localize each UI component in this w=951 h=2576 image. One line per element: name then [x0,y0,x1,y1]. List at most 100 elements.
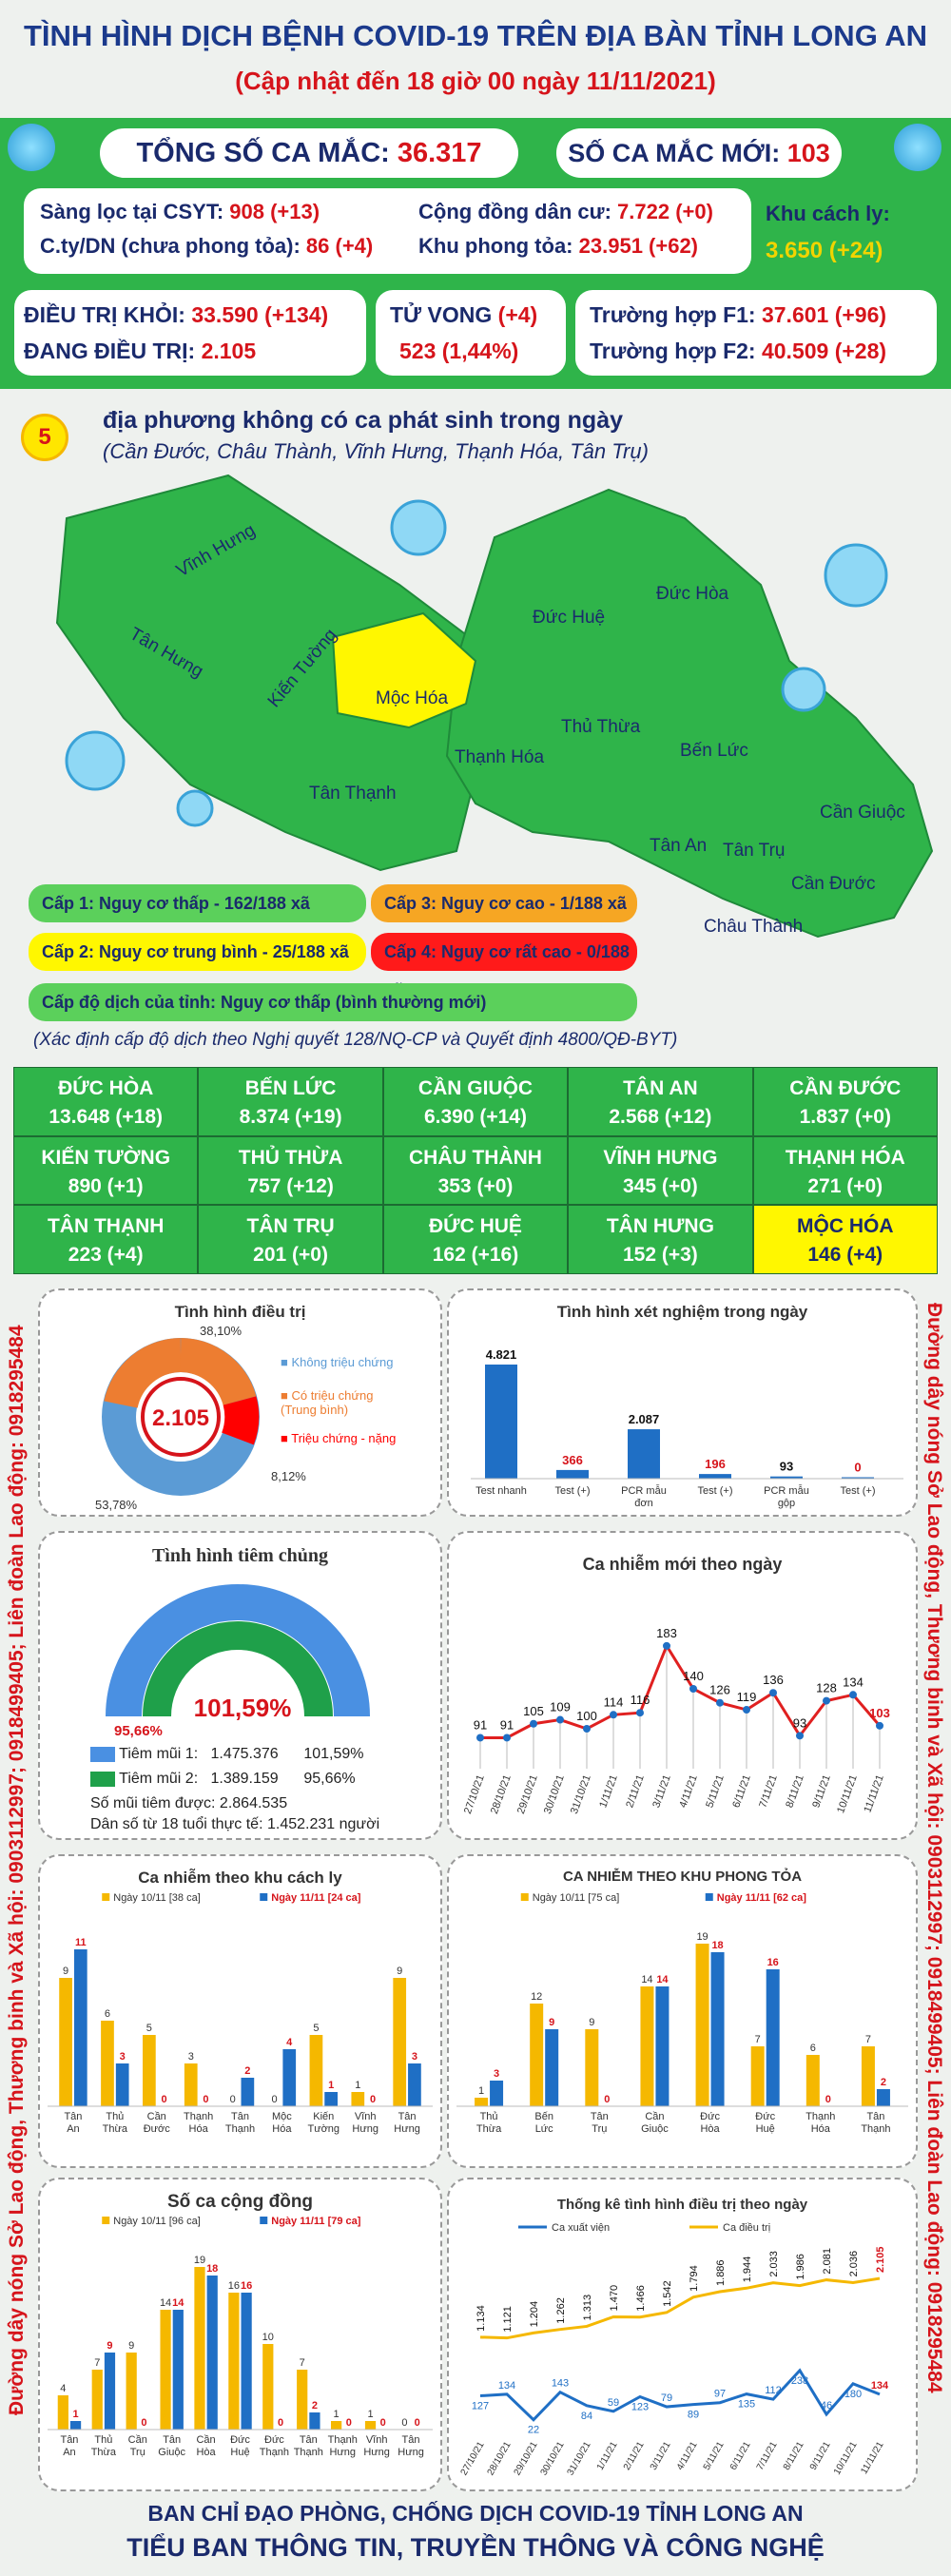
f1-value: 37.601 (+96) [761,302,887,327]
point-label: 126 [709,1683,730,1697]
bar-value: 1 [355,2080,360,2091]
discharged-value: 180 [844,2389,862,2400]
population-label: Dân số từ 18 tuổi thực tế: [90,1816,263,1832]
category-label: Hóa [272,2123,292,2135]
category-label: Tân [866,2111,884,2122]
x-tick-label: 10/11/21 [832,2440,860,2477]
bar-value: 16 [241,2280,252,2292]
donut-slice-mild2 [179,1338,257,1406]
legend-label: Ca xuất viện [552,2222,610,2234]
bar-value: 7 [94,2357,100,2369]
x-tick-label: 11/11/21 [862,1773,885,1814]
category-label: Cần [196,2434,215,2446]
test-bar [699,1474,731,1479]
x-tick-label: 5/11/21 [702,2440,727,2472]
dose1-value: 1.475.376 [210,1746,279,1762]
bar-value: 0 [370,2094,376,2105]
data-point [689,1685,697,1693]
district-name: TÂN AN [623,1077,698,1099]
virus-icon [8,124,55,171]
lockdown-label: Khu phong tỏa: [418,234,573,258]
localities-list: (Cần Đước, Châu Thành, Vĩnh Hưng, Thạnh … [103,439,649,463]
bar-value: 3 [188,2051,194,2063]
category-label: Đức [755,2111,775,2122]
recovered-box [14,290,366,376]
treating-value: 1.204 [529,2301,540,2328]
map-label: Thạnh Hóa [455,747,544,767]
map-label: Thủ Thừa [561,717,641,737]
x-tick-label: 3/11/21 [650,1773,673,1810]
treating-label: ĐANG ĐIỀU TRỊ: [24,339,196,363]
category-label: Thạnh [260,2447,289,2458]
legend-label: Ngày 10/11 [75 ca] [533,1892,620,1904]
category-label: Tường [308,2123,340,2135]
deaths-value: 523 (1,44%) [399,339,518,364]
category-label: An [63,2447,75,2458]
bar-day1 [695,1944,709,2106]
point-label: 128 [816,1681,837,1695]
district-name: CẦN ĐƯỚC [789,1077,902,1099]
dose2-swatch [90,1771,115,1787]
point-label: 93 [793,1715,806,1730]
x-tick-label: 27/10/21 [459,2440,487,2478]
category-label: Tân [231,2111,249,2122]
category-label: Hưng [363,2447,390,2458]
bar-value: 14 [172,2297,184,2309]
district-cell: ĐỨC HUỆ 162 (+16) [382,1205,569,1274]
bar-value: 3 [120,2051,126,2063]
category-label: Hưng [352,2123,378,2135]
bar-value: 5 [146,2023,152,2034]
category-label: Thừa [103,2123,128,2135]
point-label: 136 [763,1673,784,1687]
data-point [876,1721,883,1730]
category-label: Huệ [230,2447,249,2458]
map-label: Cần Đước [791,874,876,894]
bar-day2 [309,2412,320,2430]
treating-value: 2.081 [822,2248,833,2275]
data-point [823,1696,830,1705]
page-subtitle: (Cập nhật đến 18 giờ 00 ngày 11/11/2021) [235,67,716,95]
data-point [530,1719,537,1728]
bar-day1 [585,2029,599,2106]
dose1-pct: 101,59% [303,1746,364,1762]
donut-slice-severe [221,1396,260,1445]
district-grid: ĐỨC HÒA 13.648 (+18) BẾN LỨC 8.374 (+19) CẦN… [13,1067,938,1274]
vaccination-gauge: 101,59% [106,1584,370,1722]
population-value: 1.452.231 người [266,1816,380,1832]
company-label: C.ty/DN (chưa phong tỏa): [40,234,301,258]
isolation-bar-chart: Ngày 10/11 [38 ca] Ngày 11/11 [24 ca]911T… [48,1892,433,2135]
x-tick-label: 10/11/21 [835,1773,860,1815]
test-title: Tình hình xét nghiệm trong ngày [556,1303,808,1321]
discharged-value: 59 [608,2397,619,2409]
sources-box [24,188,751,274]
bar-day1 [160,2310,171,2430]
bar-day1 [750,2046,765,2106]
donut-center [141,1377,221,1457]
x-tick-label: 9/11/21 [810,1773,833,1810]
deaths-label: TỬ VONG [390,302,493,327]
x-tick-label: 1/11/21 [595,2440,620,2472]
category-label: Tân [591,2111,609,2122]
test-bar-value: 366 [562,1453,583,1467]
category-label: Tân [60,2434,78,2446]
bar-day1 [126,2353,137,2430]
treatment-timeline-chart: Ca xuất viện Ca điều trị 1.134 1.121 1.204 1.… [459,2222,889,2478]
category-label: Hưng [398,2447,424,2458]
discharged-value: 79 [661,2392,672,2404]
donut-slice-mild [104,1338,182,1409]
treating-value: 1.313 [582,2295,593,2321]
discharged-value: 238 [791,2375,808,2387]
point-label: 91 [474,1717,487,1732]
treating-line [479,2276,881,2340]
test-bar [556,1469,589,1479]
discharged-value: 46 [821,2400,832,2411]
treating-value: 1.542 [662,2280,673,2307]
deaths-row: TỬ VONG (+4) [390,302,537,328]
bar-value: 1 [73,2409,79,2420]
gauge-dose1 [106,1584,370,1717]
bar-day2 [241,2078,255,2106]
bar-day1 [861,2046,875,2106]
bar-value: 0 [230,2094,236,2105]
test-bar [628,1429,660,1479]
category-label: Kiến [313,2111,334,2122]
